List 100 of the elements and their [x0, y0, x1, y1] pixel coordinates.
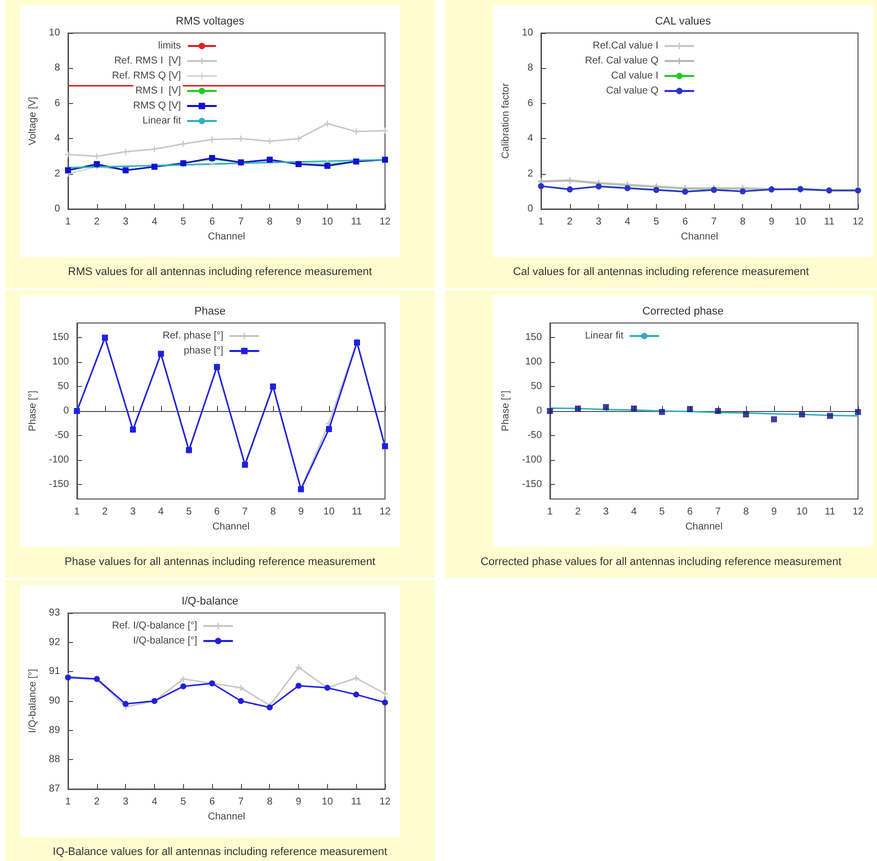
x-tick-label: 2: [102, 506, 108, 518]
x-tick-label: 4: [631, 506, 638, 518]
x-tick-label: 5: [180, 796, 187, 808]
y-tick-label: 2: [54, 168, 60, 180]
chart-title: I/Q-balance: [182, 596, 238, 608]
x-tick-label: 6: [209, 796, 216, 808]
text: IQ-Balance values for all antennas including reference measurement: [52, 846, 388, 858]
legend-label: Cal value I: [611, 70, 658, 82]
x-tick-label: 6: [209, 216, 216, 228]
legend-label: Linear fit: [584, 330, 624, 342]
x-tick-label: 11: [824, 506, 836, 518]
chart-title: CAL values: [655, 16, 712, 28]
legend-label: I/Q-balance [°]: [133, 636, 198, 646]
y-tick-label: -100: [48, 454, 70, 466]
y-tick-label: 93: [48, 608, 60, 618]
legend-label: Ref.Cal value I: [592, 40, 658, 52]
y-tick-label: -50: [527, 430, 542, 441]
text: RMS values for all antennas including reference measurement: [67, 266, 373, 278]
y-tick-label: 87: [48, 784, 60, 794]
y-tick-label: 91: [48, 666, 60, 678]
x-tick-label: 1: [65, 796, 72, 808]
y-tick-label: 8: [54, 62, 60, 74]
legend-label: Ref. RMS I [V]: [114, 56, 182, 66]
y-tick-label: 90: [48, 696, 60, 706]
x-tick-label: 8: [266, 216, 273, 228]
y-tick-label: -50: [54, 430, 70, 441]
legend-label: Ref. Cal value Q: [584, 56, 659, 66]
legend-label: Cal value Q: [606, 86, 659, 96]
y-tick-label: 6: [527, 98, 534, 109]
x-tick-label: 7: [715, 506, 722, 518]
x-tick-label: 8: [266, 796, 273, 808]
y-tick-label: 0: [527, 204, 534, 214]
x-tick-label: 12: [852, 506, 864, 518]
chart-title: RMS voltages: [176, 16, 245, 28]
y-tick-label: 50: [58, 381, 70, 392]
x-tick-label: 11: [350, 796, 362, 808]
y-tick-label: 4: [54, 133, 60, 144]
y-tick-label: -150: [48, 478, 70, 490]
x-tick-label: 8: [740, 216, 746, 228]
x-tick-label: 12: [379, 796, 391, 808]
x-axis-title: Channel: [208, 811, 246, 822]
y-tick-label: 88: [48, 754, 60, 766]
text: Corrected phase values for all antennas including reference measurement: [480, 556, 842, 568]
y-axis-title: Voltage [V]: [28, 96, 38, 146]
y-tick-label: -150: [522, 478, 542, 490]
x-tick-label: 3: [122, 216, 129, 228]
x-tick-label: 7: [242, 506, 248, 518]
x-tick-label: 2: [94, 796, 100, 808]
legend-label: Ref. phase [°]: [162, 330, 224, 342]
x-tick-label: 6: [214, 506, 220, 518]
legend-label: limits: [158, 40, 181, 52]
legend-label: Linear fit: [142, 116, 182, 126]
y-tick-label: 6: [54, 98, 60, 109]
y-tick-label: 92: [48, 636, 60, 648]
x-tick-label: 3: [130, 506, 136, 518]
y-tick-label: 10: [522, 28, 534, 38]
y-tick-label: -100: [522, 454, 542, 466]
x-tick-label: 9: [768, 216, 775, 228]
y-tick-label: 8: [527, 62, 534, 74]
x-tick-label: 10: [322, 216, 334, 228]
y-tick-label: 10: [48, 28, 60, 38]
x-tick-label: 9: [298, 506, 304, 518]
y-tick-label: 100: [52, 356, 70, 368]
x-tick-label: 6: [687, 506, 694, 518]
y-axis-title: I/Q-balance [°]: [28, 668, 38, 734]
x-tick-label: 5: [654, 216, 660, 228]
x-tick-label: 12: [379, 216, 391, 228]
x-tick-label: 12: [852, 216, 864, 228]
y-axis-title: Calibration factor: [500, 82, 512, 159]
y-tick-label: 89: [48, 724, 60, 736]
x-tick-label: 4: [152, 216, 158, 228]
y-axis-title: Phase [°]: [28, 390, 38, 432]
x-tick-label: 10: [322, 796, 334, 808]
legend-label: phase [°]: [184, 346, 224, 356]
x-tick-label: 7: [711, 216, 718, 228]
x-tick-label: 4: [624, 216, 631, 228]
x-tick-label: 11: [350, 216, 362, 228]
x-tick-label: 3: [122, 796, 129, 808]
x-tick-label: 2: [94, 216, 100, 228]
x-tick-label: 5: [659, 506, 666, 518]
y-tick-label: 0: [536, 406, 542, 416]
x-tick-label: 7: [238, 216, 244, 228]
legend-label: RMS Q [V]: [133, 100, 182, 112]
y-tick-label: 50: [530, 381, 542, 392]
legend-label: Ref. I/Q-balance [°]: [112, 620, 198, 632]
x-tick-label: 1: [65, 216, 72, 228]
x-tick-label: 4: [158, 506, 164, 518]
text: Cal values for all antennas including reference measurement: [512, 266, 810, 278]
y-tick-label: 150: [525, 332, 542, 344]
y-axis-title: Phase [°]: [500, 390, 512, 432]
x-tick-label: 8: [270, 506, 276, 518]
x-tick-label: 5: [186, 506, 192, 518]
x-tick-label: 10: [794, 216, 806, 228]
legend-label: Ref. RMS Q [V]: [112, 70, 182, 82]
x-axis-title: Channel: [208, 231, 246, 242]
x-tick-label: 3: [603, 506, 610, 518]
x-axis-title: Channel: [212, 521, 250, 532]
x-tick-label: 1: [538, 216, 544, 228]
legend-label: RMS I [V]: [135, 86, 182, 96]
x-tick-label: 8: [743, 506, 750, 518]
